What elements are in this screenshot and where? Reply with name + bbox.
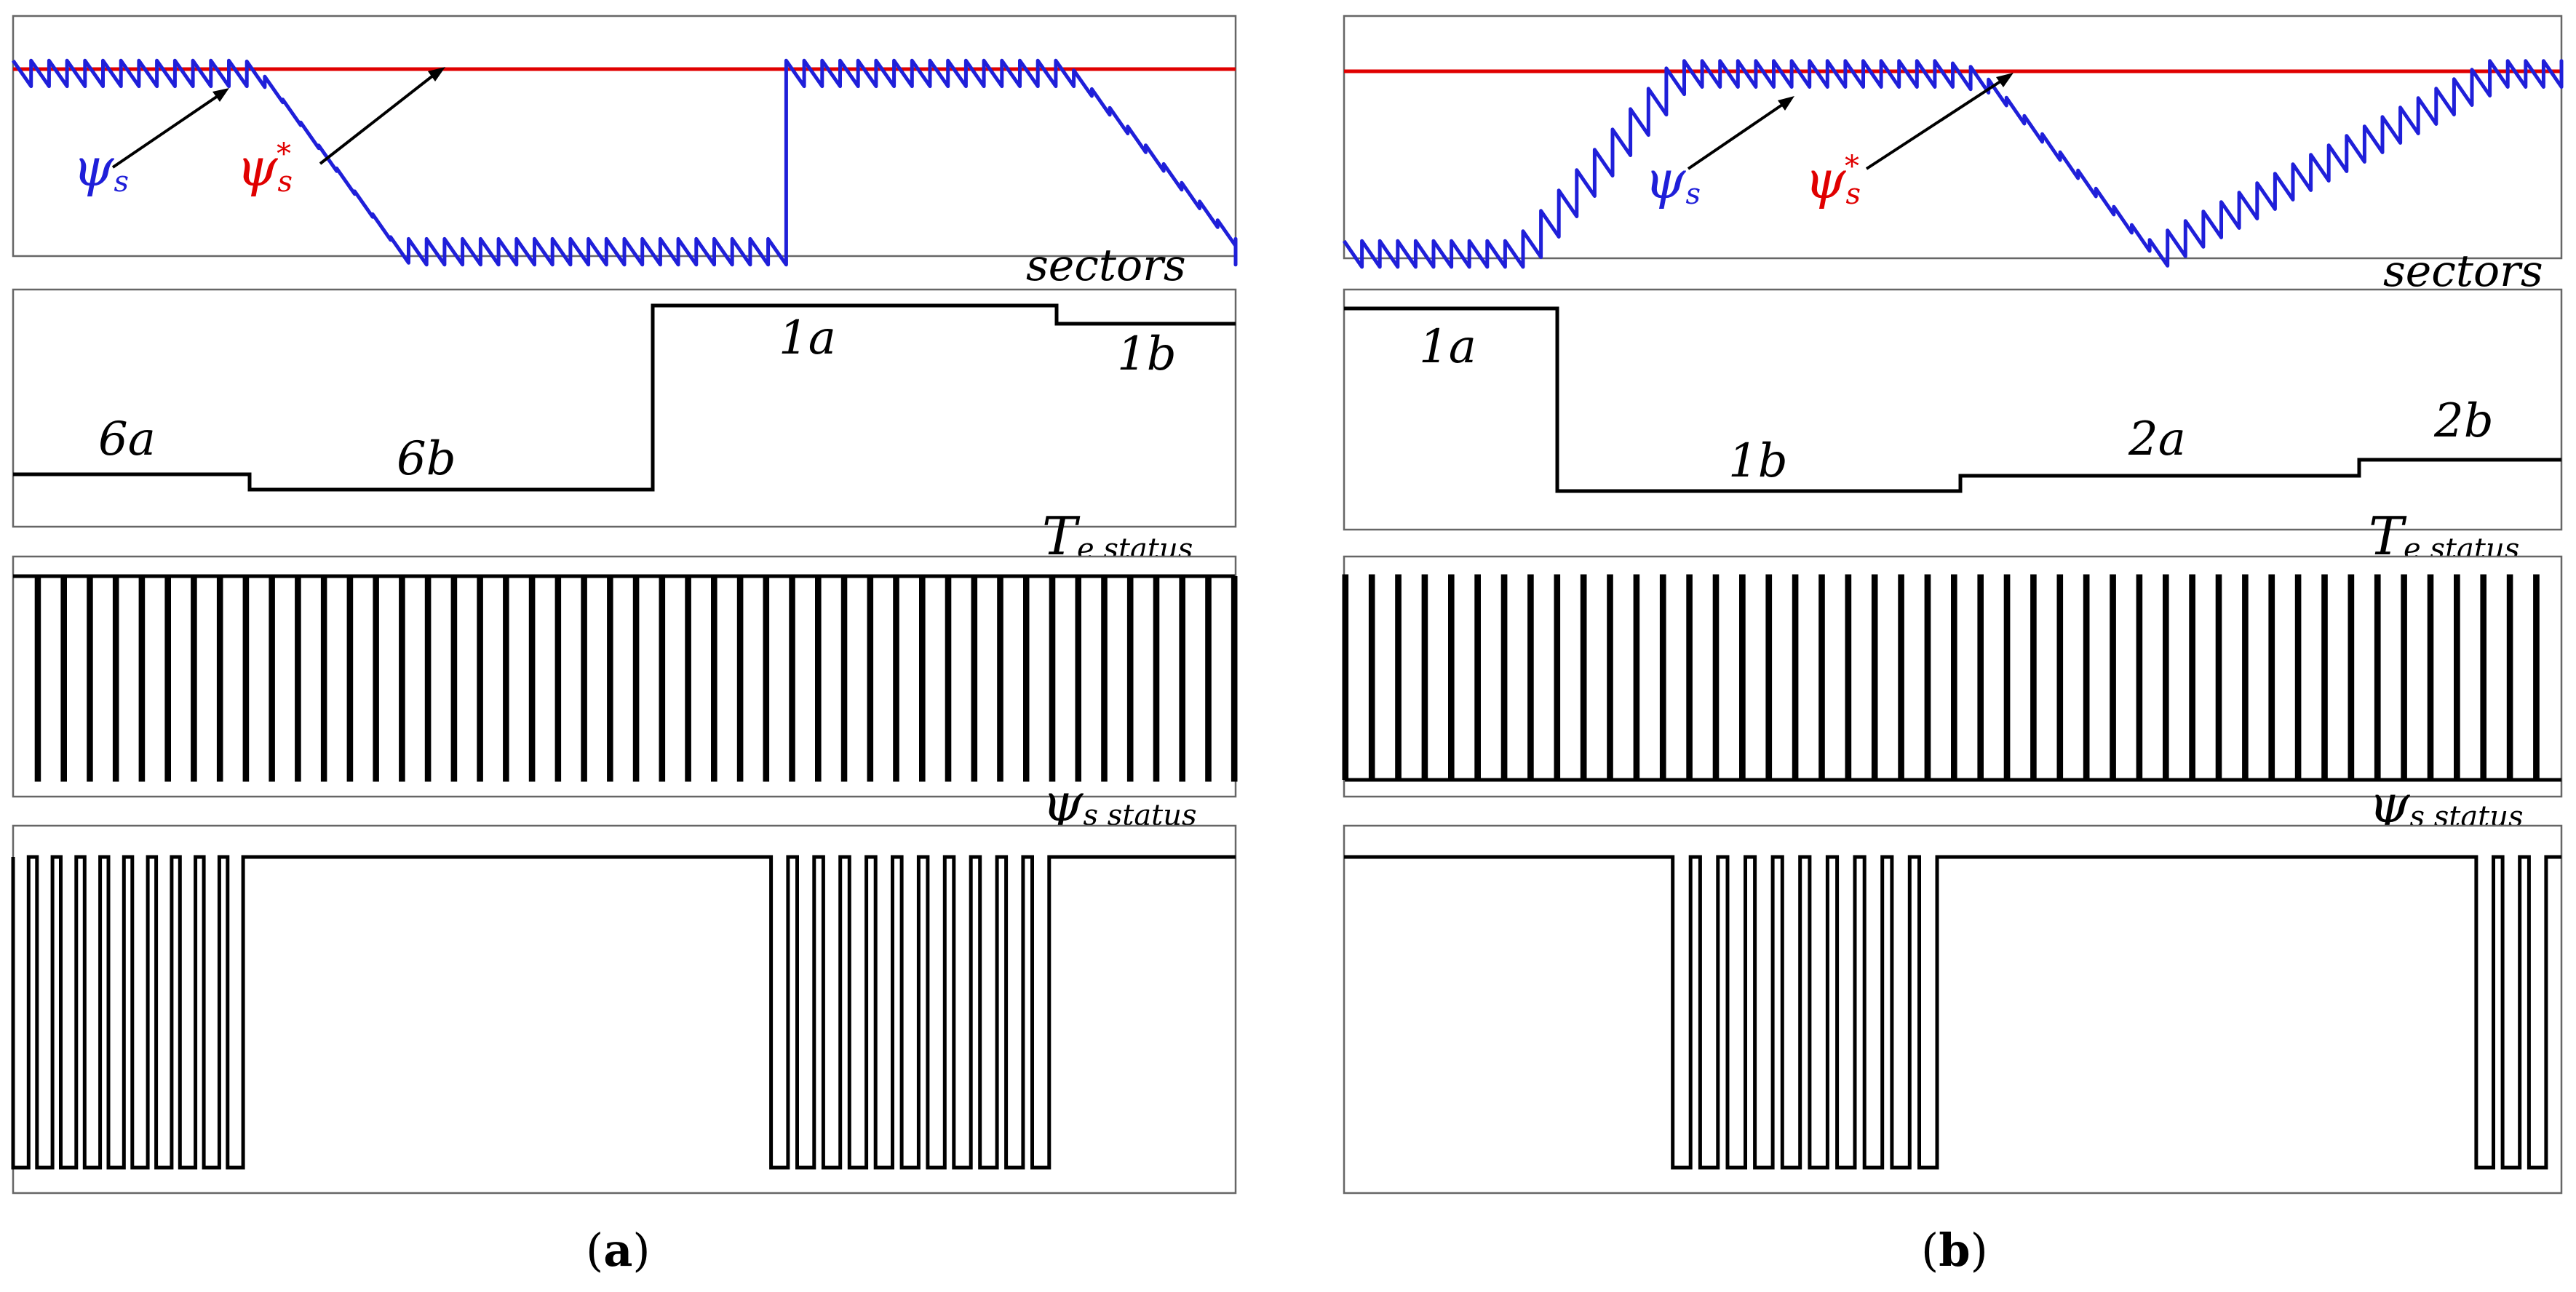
panel-b-ref-label: ψs*: [1805, 149, 1861, 211]
panel-a-flux-trace: [11, 58, 1238, 267]
panel-b-te-status-plot: Te status: [1342, 506, 2563, 798]
panel-b-caption: (b): [1921, 1224, 1988, 1277]
panel-a-ref-arrowhead: [428, 67, 445, 81]
panel-a: ψs ψs* sectors 6a 6b 1a 1b Te status: [11, 15, 1238, 1277]
panel-a-ref-symbol: ψ: [236, 137, 279, 198]
panel-b-psi-status-frame: [1343, 824, 2563, 1195]
panel-b-ref-arrow: [1865, 77, 2006, 170]
panel-b-sector-label-1a: 1a: [1419, 320, 1476, 374]
panel-b-caption-letter: b: [1939, 1224, 1970, 1277]
panel-a-ref-subscript: s: [277, 165, 293, 199]
panel-a-caption-open: (: [586, 1224, 603, 1277]
panel-b-sector-label-1b: 1b: [1728, 434, 1788, 488]
panel-a-te-status-plot: Te status: [12, 506, 1238, 798]
panel-a-caption: (a): [586, 1224, 651, 1277]
panel-a-ref-superscript: *: [277, 137, 291, 171]
panel-b-psi-arrow: [1687, 100, 1788, 170]
panel-a-sectors-frame: [12, 288, 1237, 528]
panel-b-sector-label-2a: 2a: [2128, 412, 2186, 466]
panel-b-caption-open: (: [1921, 1224, 1939, 1277]
panel-a-psi-label: ψs: [73, 137, 129, 199]
panel-b-ref-arrowhead: [1996, 73, 2014, 87]
panel-b-sectors-frame: [1343, 288, 2563, 531]
panel-b-flux-trace: [1342, 59, 2564, 269]
panel-b-ref-subscript: s: [1845, 178, 1861, 211]
panel-b-psi-status-trace: [1344, 855, 2561, 1170]
panel-b-sectors-title: sectors: [2383, 246, 2543, 297]
panel-b-sectors-plot: sectors 1a 1b 2a 2b: [1343, 246, 2563, 531]
panel-a-psi-status-title-main: ψ: [1042, 772, 1084, 833]
panel-b-flux-frame: [1343, 15, 2563, 260]
panel-b-ref-symbol: ψ: [1805, 149, 1847, 210]
panel-b-psi-subscript: s: [1685, 178, 1701, 211]
panel-b-sector-label-2b: 2b: [2433, 394, 2494, 448]
panel-a-caption-letter: a: [603, 1224, 632, 1277]
panel-a-sector-label-1a: 1a: [779, 311, 836, 365]
panel-a-sectors-title: sectors: [1026, 240, 1186, 291]
panel-a-psi-symbol: ψ: [73, 137, 115, 198]
panel-a-sectors-plot: sectors 6a 6b 1a 1b: [12, 240, 1237, 528]
panel-b-te-trace: [1342, 574, 2561, 782]
panel-a-psi-status-plot: ψs status: [11, 772, 1237, 1195]
panel-a-psi-subscript: s: [114, 165, 129, 199]
panel-a-sector-label-1b: 1b: [1117, 327, 1177, 381]
panel-a-flux-plot: ψs ψs*: [11, 15, 1238, 267]
panel-a-ref-arrow: [319, 71, 438, 165]
panel-b-caption-close: ): [1971, 1224, 1988, 1277]
panel-b-psi-status-plot: ψs status: [1343, 773, 2563, 1195]
panel-a-psi-arrow: [111, 92, 223, 169]
panel-b-psi-symbol: ψ: [1645, 149, 1687, 210]
panel-a-psi-status-trace: [11, 855, 1236, 1170]
panel-a-sector-label-6a: 6a: [98, 412, 156, 466]
panel-a-te-trace: [13, 574, 1238, 782]
panel-b-psi-status-title-main: ψ: [2369, 773, 2411, 834]
panel-a-sectors-trace: [13, 303, 1236, 492]
panel-a-sector-label-6b: 6b: [397, 432, 456, 486]
panel-a-ref-label: ψs*: [236, 137, 293, 199]
panel-b-sectors-trace: [1344, 306, 2561, 493]
panel-a-caption-close: ): [632, 1224, 650, 1277]
panel-a-psi-arrowhead: [212, 88, 229, 102]
panel-a-flux-frame: [12, 15, 1237, 258]
panel-b-psi-arrowhead: [1778, 96, 1794, 111]
panel-b-psi-label: ψs: [1645, 149, 1701, 211]
panel-b-flux-plot: ψs ψs*: [1342, 15, 2564, 269]
panel-b-ref-superscript: *: [1845, 150, 1859, 183]
panel-b: ψs ψs* sectors 1a 1b 2a 2b Te status: [1342, 15, 2564, 1277]
